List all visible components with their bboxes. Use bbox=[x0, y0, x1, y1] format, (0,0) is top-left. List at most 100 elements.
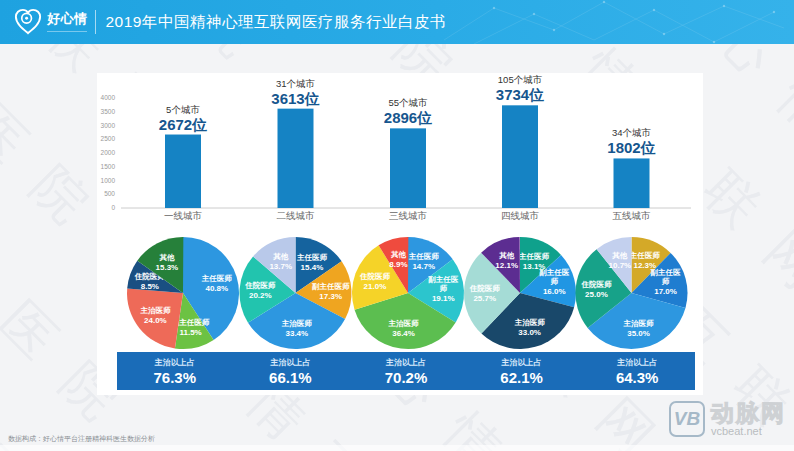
svg-text:其他: 其他 bbox=[611, 251, 628, 260]
banner-cell-3: 主治以上占62.1% bbox=[464, 352, 580, 390]
svg-text:师: 师 bbox=[550, 277, 558, 286]
pie-chart-一线城市: 主任医师40.8%副主任医师11.5%主治医师24.0%住院医师8.5%其他15… bbox=[127, 237, 239, 349]
svg-text:主治医师: 主治医师 bbox=[139, 306, 171, 315]
bottom-strip bbox=[0, 445, 794, 451]
banner-label: 主治以上占 bbox=[617, 357, 657, 368]
svg-text:3613位: 3613位 bbox=[271, 90, 319, 107]
svg-text:33.0%: 33.0% bbox=[518, 328, 541, 337]
svg-text:24.0%: 24.0% bbox=[144, 316, 167, 325]
banner-cell-2: 主治以上占70.2% bbox=[348, 352, 464, 390]
svg-text:1500: 1500 bbox=[101, 163, 116, 170]
bar-五线城市 bbox=[614, 158, 650, 208]
banner-value: 66.1% bbox=[269, 369, 312, 386]
pie-chart-四线城市: 主任医师13.1%副主任医师16.0%主治医师33.0%住院医师25.7%其他1… bbox=[464, 237, 576, 349]
svg-text:主任医师: 主任医师 bbox=[201, 274, 233, 283]
svg-text:2000: 2000 bbox=[101, 149, 116, 156]
content-panel: 050010001500200025003000350040002672位5个城… bbox=[97, 73, 703, 395]
banner-value: 76.3% bbox=[154, 369, 197, 386]
svg-text:住院医师: 住院医师 bbox=[580, 280, 612, 289]
svg-text:主治医师: 主治医师 bbox=[623, 319, 655, 328]
svg-text:11.5%: 11.5% bbox=[179, 328, 201, 337]
svg-text:14.7%: 14.7% bbox=[412, 262, 435, 271]
pie-chart-五线城市: 主任医师12.3%副主任医师17.0%主治医师35.0%住院医师25.0%其他1… bbox=[576, 237, 688, 349]
banner-label: 主治以上占 bbox=[270, 357, 310, 368]
svg-text:副主任医师: 副主任医师 bbox=[312, 282, 350, 291]
svg-text:师: 师 bbox=[439, 284, 447, 293]
svg-text:25.0%: 25.0% bbox=[585, 290, 608, 299]
data-source-note: 数据构成：好心情平台注册精神科医生数据分析 bbox=[8, 434, 155, 444]
svg-text:主任医师: 主任医师 bbox=[408, 252, 440, 261]
svg-text:20.2%: 20.2% bbox=[249, 291, 272, 300]
svg-text:副主任医: 副主任医 bbox=[651, 268, 682, 277]
svg-text:二线城市: 二线城市 bbox=[277, 210, 316, 221]
pie-chart-三线城市: 主任医师14.7%副主任医师19.1%主治医师36.4%住院医师21.0%其他8… bbox=[352, 237, 464, 349]
banner-cell-4: 主治以上占64.3% bbox=[579, 352, 695, 390]
banner-label: 主治以上占 bbox=[386, 357, 426, 368]
svg-text:3734位: 3734位 bbox=[496, 86, 544, 103]
svg-text:17.3%: 17.3% bbox=[319, 292, 342, 301]
svg-text:15.3%: 15.3% bbox=[156, 263, 179, 272]
svg-text:8.9%: 8.9% bbox=[389, 260, 407, 269]
svg-text:其他: 其他 bbox=[158, 253, 175, 262]
summary-banner: 主治以上占76.3%主治以上占66.1%主治以上占70.2%主治以上占62.1%… bbox=[117, 352, 695, 390]
svg-text:33.4%: 33.4% bbox=[285, 329, 308, 338]
svg-text:四线城市: 四线城市 bbox=[501, 210, 540, 221]
bar-三线城市 bbox=[390, 128, 426, 208]
svg-text:3000: 3000 bbox=[101, 122, 116, 129]
header-bar: 好心情 2019年中国精神心理互联网医疗服务行业白皮书 bbox=[0, 0, 794, 44]
vb-mark-icon: VB bbox=[669, 401, 705, 437]
svg-text:五线城市: 五线城市 bbox=[613, 210, 652, 221]
banner-label: 主治以上占 bbox=[155, 357, 195, 368]
svg-text:1000: 1000 bbox=[101, 177, 116, 184]
banner-value: 64.3% bbox=[616, 369, 659, 386]
banner-value: 62.1% bbox=[500, 369, 543, 386]
svg-text:住院医师: 住院医师 bbox=[244, 281, 276, 290]
svg-text:师: 师 bbox=[662, 277, 670, 286]
svg-text:主治医师: 主治医师 bbox=[388, 319, 420, 328]
svg-text:31个城市: 31个城市 bbox=[276, 78, 316, 89]
svg-text:36.4%: 36.4% bbox=[392, 329, 415, 338]
vcbeat-brand-name: 动脉网 bbox=[711, 401, 786, 425]
svg-text:其他: 其他 bbox=[272, 252, 289, 261]
svg-text:8.5%: 8.5% bbox=[141, 282, 159, 291]
svg-text:2672位: 2672位 bbox=[159, 116, 207, 133]
svg-text:副主任医: 副主任医 bbox=[428, 275, 459, 284]
svg-text:105个城市: 105个城市 bbox=[498, 74, 543, 85]
svg-text:其他: 其他 bbox=[498, 251, 515, 260]
banner-cell-1: 主治以上占66.1% bbox=[233, 352, 349, 390]
pie-chart-二线城市: 主任医师15.4%副主任医师17.3%主治医师33.4%住院医师20.2%其他1… bbox=[239, 237, 351, 349]
banner-cell-0: 主治以上占76.3% bbox=[117, 352, 233, 390]
svg-text:35.0%: 35.0% bbox=[627, 329, 650, 338]
svg-text:1802位: 1802位 bbox=[607, 139, 655, 156]
header-divider bbox=[95, 10, 96, 34]
svg-text:主任医师: 主任医师 bbox=[518, 252, 550, 261]
svg-text:12.1%: 12.1% bbox=[495, 261, 518, 270]
vcbeat-url: vcbeat.net bbox=[711, 425, 786, 437]
svg-text:副主任医: 副主任医 bbox=[539, 268, 570, 277]
banner-label: 主治以上占 bbox=[502, 357, 542, 368]
svg-text:10.7%: 10.7% bbox=[609, 261, 632, 270]
logo-slogan bbox=[47, 28, 87, 32]
svg-text:19.1%: 19.1% bbox=[432, 294, 455, 303]
page-title: 2019年中国精神心理互联网医疗服务行业白皮书 bbox=[106, 12, 446, 33]
logo-text: 好心情 bbox=[47, 12, 88, 26]
svg-text:一线城市: 一线城市 bbox=[164, 210, 203, 221]
svg-text:主治医师: 主治医师 bbox=[281, 319, 313, 328]
vcbeat-logo: VB 动脉网 vcbeat.net bbox=[669, 401, 786, 437]
svg-text:主治医师: 主治医师 bbox=[514, 318, 546, 327]
svg-text:34个城市: 34个城市 bbox=[612, 127, 652, 138]
svg-text:25.7%: 25.7% bbox=[473, 294, 496, 303]
svg-text:15.4%: 15.4% bbox=[301, 263, 324, 272]
svg-text:三线城市: 三线城市 bbox=[389, 210, 428, 221]
svg-text:2896位: 2896位 bbox=[384, 109, 432, 126]
svg-text:21.0%: 21.0% bbox=[364, 282, 387, 291]
svg-text:500: 500 bbox=[104, 190, 115, 197]
bar-一线城市 bbox=[165, 135, 201, 208]
banner-value: 70.2% bbox=[385, 369, 428, 386]
svg-text:17.0%: 17.0% bbox=[654, 287, 677, 296]
svg-text:其他: 其他 bbox=[390, 250, 407, 259]
haoxinqing-logo: 好心情 bbox=[0, 8, 88, 36]
heart-logo-icon bbox=[13, 8, 43, 36]
svg-text:主任医师: 主任医师 bbox=[629, 251, 661, 260]
svg-text:55个城市: 55个城市 bbox=[388, 97, 428, 108]
